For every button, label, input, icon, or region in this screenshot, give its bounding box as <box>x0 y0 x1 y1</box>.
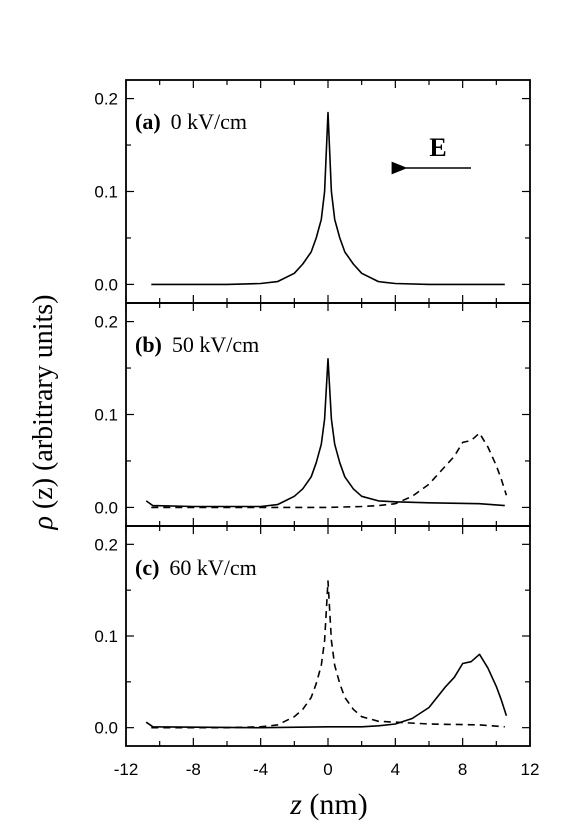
y-axis-title: ρ (z) (arbitrary units) <box>28 294 59 530</box>
x-axis-symbol: z <box>289 788 302 821</box>
panel-letter: (c) <box>135 555 159 580</box>
series-line-solid <box>151 111 505 286</box>
series-line-dashed <box>151 432 508 509</box>
series-line-dashed <box>151 580 505 729</box>
y-tick-label: 0.1 <box>94 627 118 646</box>
panel-field: 60 kV/cm <box>169 555 256 580</box>
x-axis-unit: (nm) <box>302 788 368 821</box>
series-line-solid <box>145 358 505 508</box>
x-tick-label: -4 <box>253 760 268 779</box>
y-tick-label: 0.1 <box>94 183 118 202</box>
panels: 0.00.10.2(a) 0 kV/cm0.00.10.2(b) 50 kV/cm0… <box>94 79 531 747</box>
panel-0: 0.0 0.1 0.2 (a) 0 kV/cm <box>94 79 531 304</box>
x-tick-label: -8 <box>186 760 201 779</box>
y-tick-label: 0.2 <box>94 313 118 332</box>
x-tick-label: 12 <box>521 760 540 779</box>
panel-2: 0.0 0.1 0.2 (c) 60 kV/cm <box>94 525 531 747</box>
y-axis-symbol: ρ <box>28 516 59 530</box>
panel-label: (c) 60 kV/cm <box>135 555 257 580</box>
panel-field: 50 kV/cm <box>172 332 259 357</box>
series-line-solid <box>145 653 508 729</box>
y-axis-rest: (z) (arbitrary units) <box>28 294 59 516</box>
panel-letter: (b) <box>135 332 162 357</box>
panel-label: (b) 50 kV/cm <box>135 332 259 357</box>
x-tick-labels: -12 -8 -4 0 4 8 12 <box>114 760 540 779</box>
x-tick-label: -12 <box>114 760 139 779</box>
panel-letter: (a) <box>135 109 161 134</box>
y-tick-label: 0.2 <box>94 535 118 554</box>
field-label: E <box>429 133 446 162</box>
field-annotation: E <box>391 133 471 175</box>
x-tick-label: 0 <box>323 760 332 779</box>
y-tick-label: 0.0 <box>94 275 118 294</box>
panel-label: (a) 0 kV/cm <box>135 109 247 134</box>
y-tick-label: 0.1 <box>94 406 118 425</box>
panel-1: 0.0 0.1 0.2 (b) 50 kV/cm <box>94 302 531 527</box>
x-axis-title: z (nm) <box>289 788 368 821</box>
panel-field: 0 kV/cm <box>171 109 247 134</box>
x-tick-label: 4 <box>391 760 400 779</box>
y-tick-label: 0.0 <box>94 719 118 738</box>
x-tick-label: 8 <box>458 760 467 779</box>
y-tick-label: 0.2 <box>94 90 118 109</box>
y-tick-label: 0.0 <box>94 498 118 517</box>
